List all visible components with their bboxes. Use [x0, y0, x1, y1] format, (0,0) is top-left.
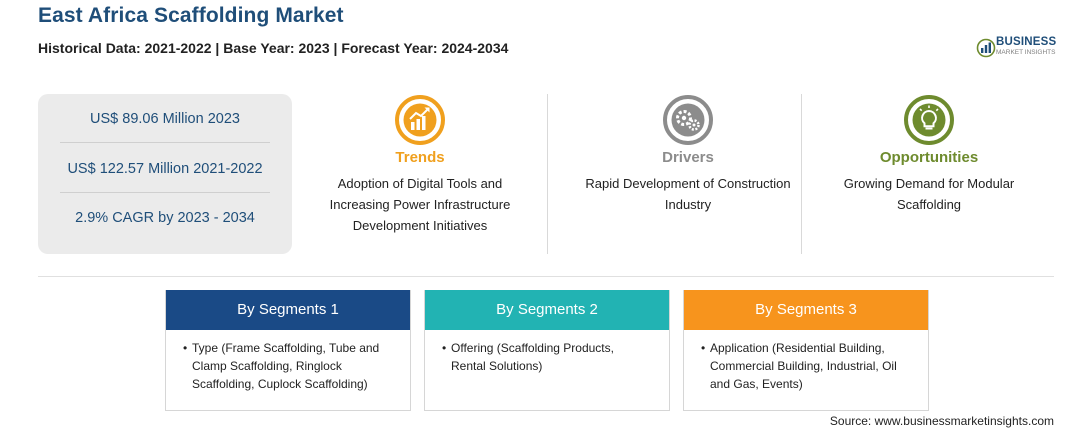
segment-2-body: • Offering (Scaffolding Products, Rental… [425, 330, 669, 375]
page-title: East Africa Scaffolding Market [38, 4, 344, 27]
column-divider [547, 94, 548, 254]
column-divider [801, 94, 802, 254]
stat-divider [60, 192, 270, 193]
segment-3-text: Application (Residential Building, Comme… [710, 341, 897, 391]
segment-3-body: • Application (Residential Building, Com… [684, 330, 928, 393]
segment-1-body: • Type (Frame Scaffolding, Tube and Clam… [166, 330, 410, 393]
stat-divider [60, 142, 270, 143]
segment-1-text: Type (Frame Scaffolding, Tube and Clamp … [192, 341, 380, 391]
drivers-title: Drivers [662, 149, 714, 166]
stat-cagr: 2.9% CAGR by 2023 - 2034 [75, 210, 255, 226]
stat-market-size-2023: US$ 89.06 Million 2023 [90, 111, 240, 127]
bullet-icon: • [442, 341, 447, 355]
logo-name: BUSINESS [996, 36, 1057, 48]
segment-2-title: By Segments 2 [425, 290, 669, 330]
drivers-card: Drivers Rapid Development of Constructio… [578, 94, 798, 215]
page-subtitle: Historical Data: 2021-2022 | Base Year: … [38, 40, 509, 56]
segment-card-2: By Segments 2 • Offering (Scaffolding Pr… [424, 290, 670, 411]
opportunities-title: Opportunities [879, 149, 979, 166]
logo-tagline: MARKET INSIGHTS [996, 49, 1056, 56]
segment-1-title: By Segments 1 [166, 290, 410, 330]
bar-chart-globe-icon [976, 38, 996, 58]
rising-chart-icon [394, 94, 446, 146]
trends-card: Trends Adoption of Digital Tools and Inc… [310, 94, 530, 236]
segment-card-3: By Segments 3 • Application (Residential… [683, 290, 929, 411]
source-link[interactable]: Source: www.businessmarketinsights.com [829, 414, 1054, 428]
stat-market-size-historical: US$ 122.57 Million 2021-2022 [67, 161, 263, 177]
section-divider [38, 276, 1054, 277]
trends-text: Adoption of Digital Tools and Increasing… [329, 176, 511, 233]
trends-title: Trends [395, 149, 445, 166]
opportunities-card: Opportunities Growing Demand for Modular… [819, 94, 1039, 215]
segment-2-text: Offering (Scaffolding Products, Rental S… [451, 341, 614, 373]
market-stats-panel: US$ 89.06 Million 2023 US$ 122.57 Millio… [38, 94, 292, 254]
lightbulb-icon [903, 94, 955, 146]
segment-card-1: By Segments 1 • Type (Frame Scaffolding,… [165, 290, 411, 411]
segment-3-title: By Segments 3 [684, 290, 928, 330]
drivers-text: Rapid Development of Construction Indust… [585, 176, 791, 212]
company-logo[interactable]: BUSINESS MARKET INSIGHTS [976, 36, 1066, 60]
opportunities-text: Growing Demand for Modular Scaffolding [843, 176, 1015, 212]
bullet-icon: • [183, 341, 188, 355]
gears-icon [662, 94, 714, 146]
bullet-icon: • [701, 341, 706, 355]
